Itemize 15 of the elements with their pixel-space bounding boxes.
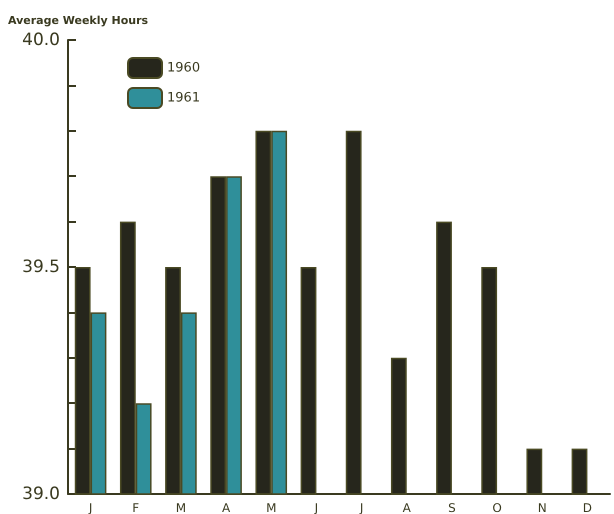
x-tick-label: A [402, 501, 412, 514]
legend-label: 1960 [167, 60, 200, 76]
x-tick-label: N [538, 501, 547, 514]
x-tick-label: D [582, 501, 592, 514]
y-tick-label: 39.0 [22, 484, 60, 504]
legend-label: 1961 [167, 90, 200, 106]
y-axis-title: Average Weekly Hours [8, 14, 149, 27]
y-tick-label: 40.0 [22, 30, 60, 50]
x-tick-label: M [266, 501, 276, 514]
x-tick-label: A [222, 501, 231, 514]
x-tick-label: F [132, 501, 140, 514]
x-tick-label: M [176, 501, 186, 514]
y-tick-label: 39.5 [22, 257, 60, 277]
x-tick-label: S [448, 501, 456, 514]
x-tick-label: O [492, 501, 502, 514]
